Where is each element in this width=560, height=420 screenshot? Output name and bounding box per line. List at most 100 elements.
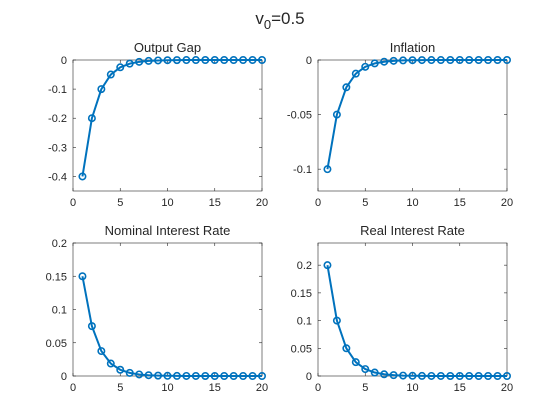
data-point: [370, 368, 379, 377]
series-line: [81, 276, 262, 377]
data-point: [342, 344, 351, 353]
subplot-1: Output Gap 0 5 10 15 20 -0.4 -0.3 -0.2 -0.1 0: [48, 40, 268, 209]
axes-box: [72, 242, 263, 377]
data-point: [257, 56, 266, 65]
y-tick-label: 0.1: [297, 316, 312, 328]
data-point: [97, 85, 106, 94]
data-point: [191, 371, 200, 380]
data-point: [106, 70, 115, 79]
y-tick-label: 0.2: [52, 238, 67, 250]
data-point: [201, 371, 210, 380]
x-tick-label: 5: [117, 197, 123, 209]
x-tick-label: 0: [70, 382, 76, 394]
data-point: [229, 56, 238, 65]
data-point: [389, 56, 398, 65]
x-tick-label: 20: [501, 197, 513, 209]
data-point: [436, 371, 445, 380]
data-point: [144, 371, 153, 380]
x-tick-label: 10: [406, 382, 418, 394]
data-point: [182, 371, 191, 380]
x-tick-label: 15: [209, 197, 221, 209]
subplot-4: Real Interest Rate 0 5 10 15 20 0 0.05 0.1 0.15 0.…: [291, 223, 514, 394]
y-tick-label: -0.05: [287, 110, 312, 122]
y-tick-label: -0.1: [48, 84, 67, 96]
series-line: [81, 59, 262, 177]
y-tick-label: 0: [306, 371, 312, 383]
data-point: [210, 371, 219, 380]
data-point: [351, 358, 360, 367]
data-point: [323, 165, 332, 174]
data-point: [97, 347, 106, 356]
x-tick-label: 20: [256, 197, 268, 209]
data-point: [87, 114, 96, 123]
data-point: [484, 56, 493, 65]
x-tick-label: 5: [117, 382, 123, 394]
data-point: [154, 371, 163, 380]
data-point: [427, 56, 436, 65]
x-tick-label: 20: [256, 382, 268, 394]
figure-title-rest: =0.5: [271, 9, 305, 28]
x-tick-label: 0: [315, 382, 321, 394]
data-point: [125, 59, 134, 68]
data-point: [370, 59, 379, 68]
data-point: [332, 110, 341, 119]
data-point: [493, 371, 502, 380]
data-point: [154, 56, 163, 65]
data-point: [116, 63, 125, 72]
data-point: [408, 56, 417, 65]
figure-title-subscript: 0: [264, 17, 271, 32]
data-point: [484, 371, 493, 380]
data-point: [239, 56, 248, 65]
data-point: [257, 371, 266, 380]
y-tick-label: 0.15: [291, 288, 312, 300]
series-line: [326, 59, 507, 170]
data-point: [163, 371, 172, 380]
data-point: [493, 56, 502, 65]
y-tick-label: -0.1: [293, 164, 312, 176]
data-point: [389, 371, 398, 380]
x-tick-label: 0: [315, 197, 321, 209]
data-point: [191, 56, 200, 65]
x-tick-label: 5: [362, 197, 368, 209]
data-point: [427, 371, 436, 380]
data-point: [220, 371, 229, 380]
data-point: [135, 57, 144, 66]
data-point: [361, 365, 370, 374]
data-point: [332, 316, 341, 325]
y-tick-label: 0.1: [52, 305, 67, 317]
data-point: [201, 56, 210, 65]
data-point: [116, 365, 125, 374]
data-point: [87, 322, 96, 331]
data-point: [125, 368, 134, 377]
x-tick-label: 5: [362, 382, 368, 394]
data-point: [361, 62, 370, 71]
y-tick-label: 0.2: [297, 260, 312, 272]
data-point: [78, 172, 87, 181]
figure-title-main: v: [255, 9, 264, 28]
subplot-title: Nominal Interest Rate: [105, 223, 231, 238]
y-tick-label: 0.05: [291, 343, 312, 355]
subplot-2: Inflation 0 5 10 15 20 -0.1 -0.05 0: [287, 40, 513, 209]
y-tick-label: 0: [306, 55, 312, 67]
data-point: [417, 56, 426, 65]
data-point: [106, 359, 115, 368]
data-point: [248, 56, 257, 65]
x-tick-label: 10: [406, 197, 418, 209]
x-tick-label: 15: [454, 197, 466, 209]
data-point: [78, 272, 87, 281]
y-tick-label: 0.15: [46, 271, 67, 283]
x-tick-label: 15: [209, 382, 221, 394]
data-point: [239, 371, 248, 380]
y-tick-label: -0.3: [48, 142, 67, 154]
y-tick-label: -0.2: [48, 113, 67, 125]
data-point: [446, 56, 455, 65]
data-point: [323, 261, 332, 270]
subplot-title: Inflation: [390, 40, 436, 55]
data-point: [163, 56, 172, 65]
axes-box: [317, 59, 508, 192]
data-point: [172, 371, 181, 380]
x-tick-label: 10: [161, 382, 173, 394]
data-point: [135, 370, 144, 379]
